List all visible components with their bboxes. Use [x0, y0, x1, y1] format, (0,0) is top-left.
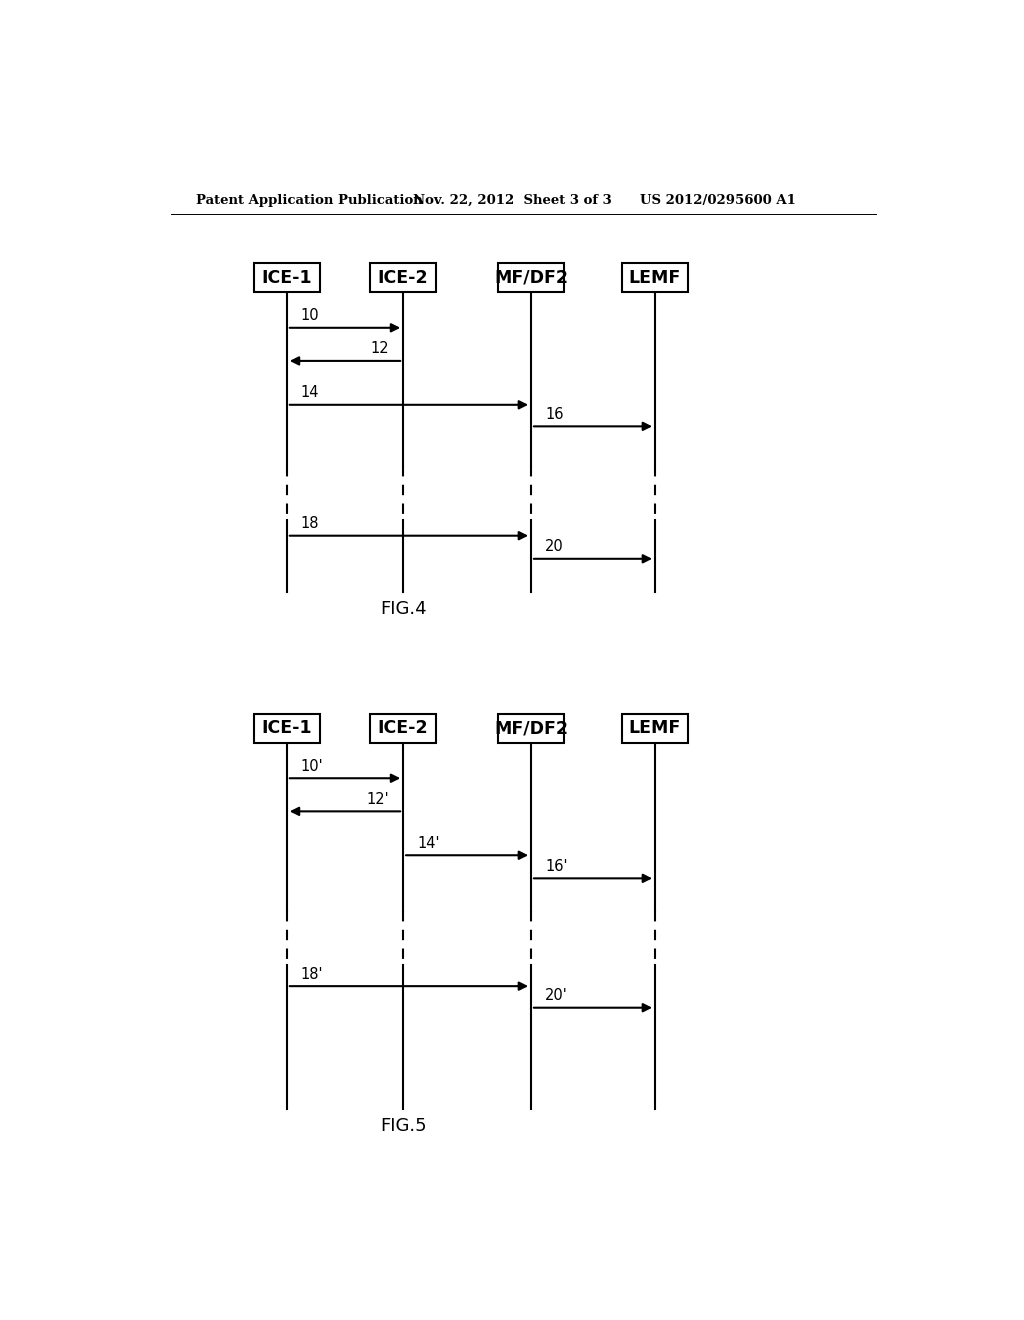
- Bar: [498, 714, 564, 743]
- Bar: [371, 263, 436, 293]
- Text: 16': 16': [545, 859, 567, 874]
- Bar: [371, 714, 436, 743]
- Text: ICE-2: ICE-2: [378, 719, 428, 737]
- Text: 14: 14: [301, 385, 319, 400]
- Text: 16: 16: [545, 407, 563, 422]
- Bar: [622, 263, 688, 293]
- Bar: [622, 714, 688, 743]
- Text: US 2012/0295600 A1: US 2012/0295600 A1: [640, 194, 796, 207]
- Text: LEMF: LEMF: [629, 269, 681, 286]
- Text: MF/DF2: MF/DF2: [494, 269, 568, 286]
- Text: 10: 10: [301, 308, 319, 323]
- Text: 12': 12': [367, 792, 389, 807]
- Text: FIG.5: FIG.5: [380, 1117, 426, 1135]
- Text: 10': 10': [301, 759, 324, 774]
- Text: 12: 12: [371, 342, 389, 356]
- Text: 18: 18: [301, 516, 319, 531]
- Text: Patent Application Publication: Patent Application Publication: [197, 194, 423, 207]
- Text: FIG.4: FIG.4: [380, 599, 426, 618]
- Text: LEMF: LEMF: [629, 719, 681, 737]
- Text: Nov. 22, 2012  Sheet 3 of 3: Nov. 22, 2012 Sheet 3 of 3: [414, 194, 612, 207]
- Text: 20: 20: [545, 539, 563, 554]
- Bar: [254, 714, 319, 743]
- Text: ICE-2: ICE-2: [378, 269, 428, 286]
- Text: 14': 14': [417, 836, 439, 850]
- Text: 18': 18': [301, 966, 324, 982]
- Text: 20': 20': [545, 989, 567, 1003]
- Bar: [254, 263, 319, 293]
- Text: MF/DF2: MF/DF2: [494, 719, 568, 737]
- Text: ICE-1: ICE-1: [261, 269, 312, 286]
- Bar: [498, 263, 564, 293]
- Text: ICE-1: ICE-1: [261, 719, 312, 737]
